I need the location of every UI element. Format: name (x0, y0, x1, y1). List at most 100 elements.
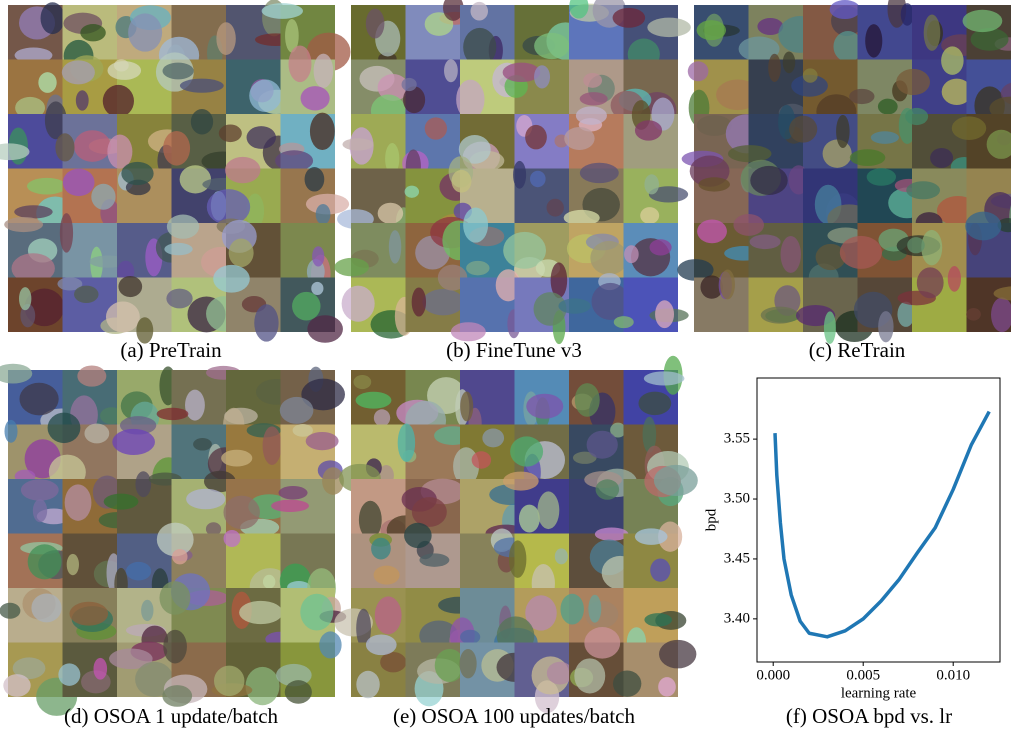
image-blob (460, 392, 473, 422)
image-blob (803, 68, 818, 82)
image-blob (307, 315, 343, 343)
image-blob (905, 108, 928, 125)
image-blob (948, 266, 961, 292)
image-blob (263, 426, 282, 465)
image-blob (534, 65, 550, 88)
image-blob (191, 109, 213, 134)
plot-frame (757, 378, 1000, 662)
image-blob (588, 595, 601, 623)
image-blob (77, 365, 106, 386)
image-blob (840, 236, 882, 269)
image-blob (316, 204, 331, 225)
y-tick-label: 3.55 (724, 431, 750, 447)
image-blob (849, 89, 874, 104)
x-tick-label: 0.000 (756, 667, 790, 683)
image-blob (141, 600, 153, 621)
image-blob (640, 207, 659, 224)
image-blob (917, 267, 944, 298)
image-blob (118, 276, 142, 297)
image-blob (613, 670, 641, 696)
image-blob (650, 558, 670, 581)
image-blob (279, 486, 308, 499)
image-blob (590, 241, 627, 275)
caption: (b) FineTune v3 (446, 338, 582, 362)
image-blob (412, 287, 426, 316)
image-blob (624, 245, 639, 263)
image-blob (186, 489, 225, 510)
image-blob (225, 157, 261, 183)
image-blob (319, 631, 341, 658)
image-blob (378, 203, 403, 224)
image-blob (375, 596, 402, 634)
image-blob (564, 127, 594, 150)
image-blob (952, 116, 986, 140)
image-blob (647, 18, 691, 38)
image-blob (530, 171, 546, 187)
image-blob (285, 680, 312, 704)
caption: (e) OSOA 100 updates/batch (393, 704, 636, 728)
image-blob (655, 300, 674, 328)
image-blob (41, 2, 65, 34)
image-blob (214, 666, 244, 696)
y-axis-label: bpd (703, 508, 719, 531)
image-blob (405, 186, 419, 198)
image-blob (613, 8, 646, 28)
image-blob (180, 79, 224, 93)
image-blob (55, 133, 74, 161)
image-blob (180, 165, 211, 193)
image-blob (62, 60, 95, 84)
y-tick-label: 3.45 (724, 550, 750, 566)
image-blob (781, 236, 801, 273)
image-blob (595, 527, 629, 540)
image-blob (513, 161, 526, 189)
image-blob (167, 215, 199, 239)
image-blob (31, 594, 61, 623)
sample-grid (677, 0, 1011, 344)
image-blob (300, 594, 333, 631)
x-tick-label: 0.005 (846, 667, 880, 683)
line-chart: 0.0000.0050.0103.403.453.503.55learning … (703, 378, 1000, 701)
image-blob (921, 230, 942, 265)
image-blob (80, 24, 105, 41)
image-blob (305, 167, 325, 192)
image-blob (896, 69, 930, 95)
image-blob (213, 265, 250, 293)
image-blob (768, 54, 781, 82)
image-blob (371, 538, 391, 560)
image-blob (761, 307, 799, 324)
image-blob (865, 24, 882, 57)
image-blob (412, 497, 447, 527)
image-blob (353, 375, 371, 389)
image-blob (159, 581, 190, 615)
image-blob (574, 658, 605, 693)
image-blob (720, 270, 735, 300)
image-blob (510, 436, 543, 466)
image-blob (271, 500, 309, 512)
image-blob (342, 286, 375, 322)
y-tick-label: 3.50 (724, 490, 750, 506)
image-blob (3, 674, 30, 697)
image-blob (688, 61, 709, 81)
image-blob (930, 148, 953, 168)
image-blob (750, 235, 781, 250)
image-blob (850, 149, 886, 166)
image-blob (48, 413, 81, 443)
image-blob (867, 168, 896, 186)
image-blob (246, 667, 280, 705)
image-blob (534, 33, 569, 59)
image-blob (310, 113, 335, 150)
image-blob (650, 239, 672, 255)
image-blob (289, 45, 312, 82)
data-line (775, 412, 989, 637)
image-blob (425, 117, 447, 139)
image-blob (404, 523, 432, 548)
x-axis-label: learning rate (841, 685, 917, 701)
image-blob (466, 261, 489, 275)
caption: (f) OSOA bpd vs. lr (786, 704, 952, 728)
image-blob (460, 630, 480, 644)
sample-grid (0, 364, 346, 716)
image-blob (229, 239, 254, 268)
sample-grid (0, 0, 351, 344)
image-blob (635, 528, 668, 545)
image-blob (644, 174, 659, 194)
